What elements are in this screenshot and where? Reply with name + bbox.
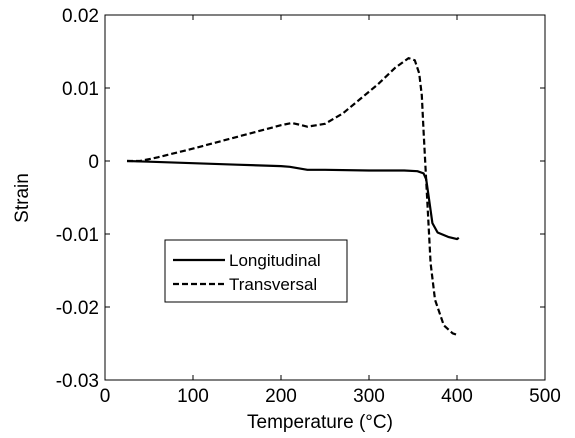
x-tick-label: 100 [177, 386, 209, 407]
plot-frame [104, 14, 546, 381]
series-line-longitudinal [126, 159, 460, 241]
y-tick-label: 0.02 [62, 6, 99, 27]
y-tick-label: 0.01 [62, 79, 99, 100]
y-tick-label: -0.02 [56, 298, 99, 319]
y-tick-label: -0.01 [56, 225, 99, 246]
y-tick-label: -0.03 [56, 371, 99, 392]
legend-label-longitudinal: Longitudinal [229, 251, 321, 270]
series-line-transversal [127, 56, 460, 337]
x-tick-label: 0 [100, 386, 111, 407]
legend: Longitudinal Transversal [164, 239, 348, 303]
y-axis-title-group: Strain [12, 173, 33, 223]
plot-area: 0 100 200 300 400 500 -0.03 -0.02 -0.01 0 0.01 0.02 [56, 6, 561, 407]
x-tick-label: 500 [529, 386, 561, 407]
x-axis-title: Temperature (°C) [247, 412, 393, 433]
y-tick-label: 0 [88, 152, 99, 173]
legend-box [164, 239, 348, 303]
x-tick-label: 300 [353, 386, 385, 407]
y-axis-title: Strain [12, 173, 33, 223]
legend-label-transversal: Transversal [229, 275, 317, 294]
x-tick-label: 400 [441, 386, 473, 407]
x-tick-label: 200 [265, 386, 297, 407]
